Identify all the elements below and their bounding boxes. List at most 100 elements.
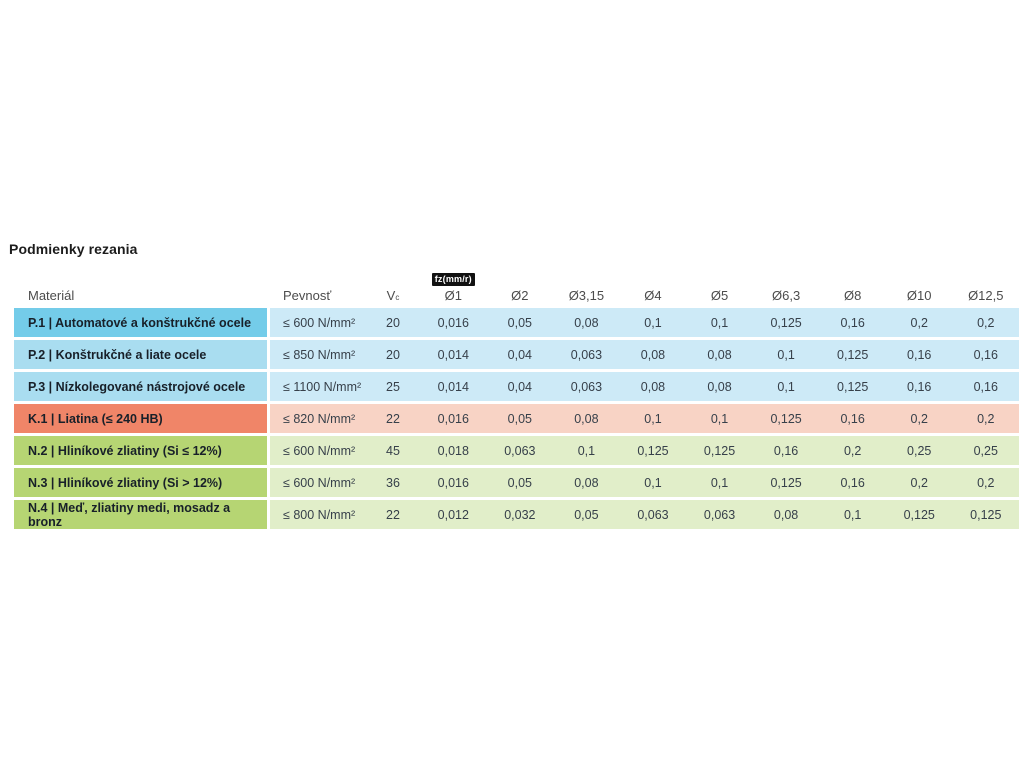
value-cell: 0,16 [973, 347, 998, 362]
fz-unit-badge: fz(mm/r) [431, 272, 475, 286]
col-header-d1: fz(mm/r) Ø1 [420, 264, 487, 308]
table-row-n3[interactable]: N.3 | Hliníkové zliatiny (Si > 12%) ≤ 60… [14, 468, 1019, 497]
value-cell: 0,1 [710, 315, 729, 330]
value-cell: 0,05 [574, 507, 599, 522]
strength-cell: ≤ 820 N/mm² [283, 411, 356, 426]
value-cell: 0,1 [577, 443, 596, 458]
value-cell: 0,125 [770, 475, 802, 490]
strength-cell: ≤ 850 N/mm² [283, 347, 356, 362]
value-cell: 0,018 [437, 443, 469, 458]
vc-cell: 36 [386, 475, 400, 490]
row-values: ≤ 600 N/mm² 36 0,016 0,05 0,08 0,1 0,1 0… [270, 468, 1019, 497]
row-values: ≤ 850 N/mm² 20 0,014 0,04 0,063 0,08 0,0… [270, 340, 1019, 369]
value-cell: 0,063 [637, 507, 669, 522]
value-cell: 0,2 [843, 443, 862, 458]
table-row-p1[interactable]: P.1 | Automatové a konštrukčné ocele ≤ 6… [14, 308, 1019, 337]
value-cell: 0,08 [707, 379, 732, 394]
strength-cell: ≤ 600 N/mm² [283, 443, 356, 458]
table-row-n2[interactable]: N.2 | Hliníkové zliatiny (Si ≤ 12%) ≤ 60… [14, 436, 1019, 465]
table-row-n4[interactable]: N.4 | Meď, zliatiny medi, mosadz a bronz… [14, 500, 1019, 529]
value-cell: 0,16 [907, 379, 932, 394]
value-cell: 0,16 [840, 315, 865, 330]
value-cell: 0,1 [644, 315, 662, 330]
vc-cell: 20 [386, 315, 400, 330]
strength-cell: ≤ 600 N/mm² [283, 475, 356, 490]
material-cell: P.2 | Konštrukčné a liate ocele [14, 340, 267, 369]
value-cell: 0,125 [970, 507, 1002, 522]
table-row-p3[interactable]: P.3 | Nízkolegované nástrojové ocele ≤ 1… [14, 372, 1019, 401]
material-cell: P.1 | Automatové a konštrukčné ocele [14, 308, 267, 337]
value-cell: 0,05 [507, 411, 533, 426]
vc-cell: 25 [386, 379, 400, 394]
value-cell: 0,016 [437, 315, 469, 330]
strength-cell: ≤ 600 N/mm² [283, 315, 356, 330]
value-cell: 0,125 [837, 379, 869, 394]
col-header-d7: Ø8 [843, 287, 862, 303]
value-cell: 0,125 [637, 443, 669, 458]
value-cell: 0,16 [840, 411, 865, 426]
value-cell: 0,016 [437, 475, 469, 490]
value-cell: 0,04 [507, 379, 533, 394]
col-header-d5: Ø5 [710, 287, 729, 303]
material-cell: N.3 | Hliníkové zliatiny (Si > 12%) [14, 468, 267, 497]
value-cell: 0,063 [570, 379, 603, 394]
value-cell: 0,1 [710, 411, 729, 426]
material-cell: K.1 | Liatina (≤ 240 HB) [14, 404, 267, 433]
value-cell: 0,1 [710, 475, 729, 490]
col-header-material: Materiál [28, 287, 75, 303]
strength-cell: ≤ 800 N/mm² [283, 507, 356, 522]
col-header-d2: Ø2 [511, 287, 529, 303]
value-cell: 0,014 [437, 347, 469, 362]
value-cell: 0,05 [507, 315, 533, 330]
value-cell: 0,063 [504, 443, 536, 458]
vc-label: V [386, 287, 396, 303]
value-cell: 0,125 [837, 347, 869, 362]
value-cell: 0,16 [840, 475, 865, 490]
value-cell: 0,2 [977, 411, 995, 426]
value-cell: 0,16 [907, 347, 932, 362]
value-cell: 0,2 [910, 475, 928, 490]
col-header-d3: Ø3,15 [568, 287, 605, 303]
row-values: ≤ 600 N/mm² 45 0,018 0,063 0,1 0,125 0,1… [270, 436, 1019, 465]
value-cell: 0,05 [507, 475, 533, 490]
value-cell: 0,014 [437, 379, 469, 394]
value-cell: 0,1 [777, 347, 795, 362]
value-cell: 0,08 [707, 347, 732, 362]
value-cell: 0,08 [773, 507, 799, 522]
row-values: ≤ 820 N/mm² 22 0,016 0,05 0,08 0,1 0,1 0… [270, 404, 1019, 433]
value-cell: 0,125 [703, 443, 736, 458]
vc-cell: 45 [386, 443, 400, 458]
value-cell: 0,08 [574, 315, 599, 330]
value-cell: 0,1 [644, 475, 662, 490]
material-cell: N.4 | Meď, zliatiny medi, mosadz a bronz [14, 500, 267, 529]
col-header-d8: Ø10 [906, 287, 932, 303]
value-cell: 0,08 [640, 347, 666, 362]
row-values: ≤ 1100 N/mm² 25 0,014 0,04 0,063 0,08 0,… [270, 372, 1019, 401]
value-cell: 0,08 [640, 379, 666, 394]
vc-cell: 20 [386, 347, 400, 362]
col-header-d9: Ø12,5 [968, 287, 1004, 303]
vc-subscript: c [395, 293, 400, 303]
value-cell: 0,25 [973, 443, 998, 458]
vc-cell: 22 [386, 507, 400, 522]
material-cell: N.2 | Hliníkové zliatiny (Si ≤ 12%) [14, 436, 267, 465]
table-row-k1[interactable]: K.1 | Liatina (≤ 240 HB) ≤ 820 N/mm² 22 … [14, 404, 1019, 433]
value-cell: 0,2 [977, 475, 995, 490]
value-cell: 0,08 [574, 475, 599, 490]
value-cell: 0,125 [770, 411, 802, 426]
value-cell: 0,1 [843, 507, 862, 522]
value-cell: 0,2 [977, 315, 995, 330]
row-values: ≤ 800 N/mm² 22 0,012 0,032 0,05 0,063 0,… [270, 500, 1019, 529]
col-header-strength: Pevnosť [283, 287, 332, 303]
vc-cell: 22 [386, 411, 400, 426]
value-cell: 0,1 [777, 379, 795, 394]
value-cell: 0,012 [437, 507, 469, 522]
value-cell: 0,16 [973, 379, 998, 394]
value-cell: 0,08 [574, 411, 599, 426]
value-cell: 0,125 [903, 507, 935, 522]
table-row-p2[interactable]: P.2 | Konštrukčné a liate ocele ≤ 850 N/… [14, 340, 1019, 369]
